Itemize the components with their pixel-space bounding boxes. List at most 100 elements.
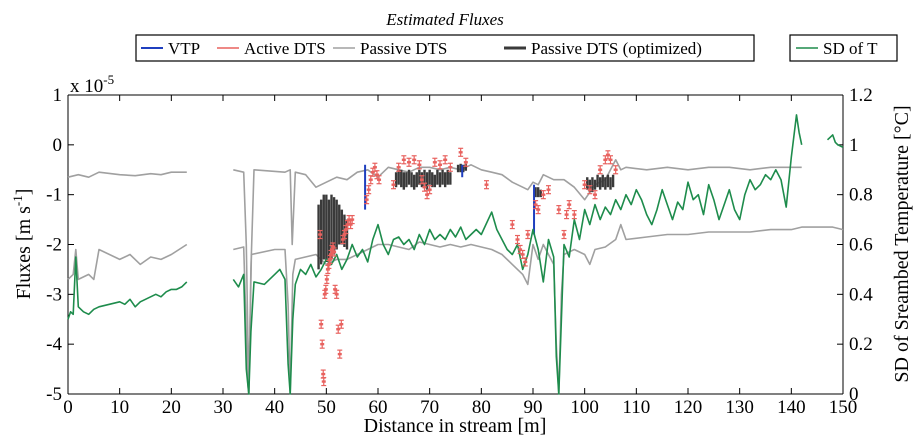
active-dts-point (321, 376, 327, 387)
active-dts-point (520, 249, 526, 260)
active-dts-point (391, 180, 396, 190)
legend-main: VTP Active DTS Passive DTS Passive DTS (… (135, 34, 755, 62)
active-dts-point (597, 165, 603, 175)
active-dts-point (416, 160, 422, 170)
active-dts-point (411, 155, 417, 165)
active-dts-point (515, 234, 520, 245)
active-dts-point (602, 155, 608, 165)
active-dts-point (522, 257, 528, 267)
passive-dts-lower-line (67, 243, 188, 281)
active-dts-point (458, 147, 464, 157)
active-dts-point (587, 185, 593, 195)
x-tick-label: 140 (777, 397, 806, 418)
y-left-tick-label: -1 (46, 185, 62, 206)
x-tick-label: 130 (725, 397, 754, 418)
y-left-tick-label: -3 (46, 284, 62, 305)
sd-of-t-line (826, 134, 844, 149)
legend-sd: SD of T (789, 34, 898, 62)
x-tick-label: 50 (317, 397, 336, 418)
x-axis-label: Distance in stream [m] (364, 415, 547, 437)
active-dts-point (484, 180, 489, 190)
axes-frame (67, 94, 844, 395)
active-dts-point (432, 157, 438, 167)
active-dts-point (325, 264, 331, 275)
active-dts-point (427, 185, 433, 195)
sd-of-t-line (232, 114, 803, 395)
active-dts-point (608, 155, 613, 165)
active-dts-point (447, 162, 453, 172)
active-dts-point (366, 185, 372, 195)
x-tick-label: 90 (524, 397, 543, 418)
active-dts-point (401, 155, 407, 165)
x-tick-label: 70 (420, 397, 439, 418)
active-dts-point (322, 289, 328, 299)
active-dts-point (323, 284, 329, 294)
x-tick-label: 20 (162, 397, 181, 418)
active-dts-point (376, 175, 382, 185)
tick-labels: 0 10 20 30 40 50 60 70 80 90 100 110 120 130 140 15010-… (46, 85, 873, 418)
tick-marks (67, 94, 844, 395)
active-dts-point (334, 289, 340, 299)
active-dts-point (349, 214, 355, 225)
active-dts-point (564, 210, 570, 220)
y-right-tick-label: 0 (849, 384, 859, 405)
x-tick-label: 10 (110, 397, 129, 418)
x-tick-label: 80 (472, 397, 491, 418)
plot-area (67, 114, 844, 395)
active-dts-point (571, 210, 577, 220)
y-left-tick-label: 0 (53, 135, 63, 156)
active-dts-point (318, 319, 324, 329)
legend-label-sd: SD of T (823, 39, 878, 58)
x-tick-label: 30 (214, 397, 233, 418)
active-dts-point (535, 205, 541, 215)
active-dts-point (319, 339, 325, 349)
left-axis-multiplier: x 10-5 (70, 72, 114, 97)
y-right-tick-label: 1 (849, 135, 859, 156)
active-dts-point (525, 229, 531, 240)
legend-label-active: Active DTS (244, 39, 326, 58)
active-dts-point (540, 190, 546, 200)
y-right-tick-label: 0.6 (849, 235, 873, 256)
passive-dts-upper-line (67, 171, 187, 178)
y-left-tick-label: -2 (46, 235, 62, 256)
active-dts-point (396, 162, 402, 172)
x-tick-label: 40 (265, 397, 284, 418)
active-dts-point (324, 274, 330, 284)
active-dts-point (546, 185, 551, 195)
x-tick-label: 100 (570, 397, 599, 418)
active-dts-point (320, 369, 326, 379)
y-right-tick-label: 0.4 (849, 284, 873, 305)
active-dts-point (437, 160, 443, 170)
x-tick-label: 150 (829, 397, 858, 418)
active-dts-point (561, 229, 567, 240)
active-dts-point (605, 150, 611, 160)
active-dts-point (442, 155, 448, 165)
active-dts-point (331, 247, 337, 257)
passive-dts-upper-line (233, 159, 802, 395)
y-axis-right-label: SD of Sreambed Temperature [°C] (891, 105, 913, 382)
active-dts-point (364, 195, 370, 205)
active-dts-point (592, 190, 598, 200)
active-dts-point (613, 165, 619, 175)
active-dts-point (424, 190, 430, 200)
active-dts-point (463, 157, 469, 167)
chart-title: Estimated Fluxes (385, 10, 504, 29)
x-tick-label: 120 (674, 397, 703, 418)
active-dts-point (368, 175, 374, 185)
active-dts-point (582, 180, 588, 190)
active-dts-point (566, 200, 572, 210)
y-right-tick-label: 0.8 (849, 185, 873, 206)
active-dts-point (556, 205, 562, 215)
active-dts-point (317, 229, 323, 240)
sd-of-t-line (67, 256, 188, 320)
x-tick-label: 60 (369, 397, 388, 418)
x-tick-label: 0 (63, 397, 73, 418)
y-left-tick-label: -4 (46, 334, 62, 355)
y-axis-left-label: Fluxes [m s-1] (10, 189, 35, 300)
y-left-tick-label: 1 (53, 85, 63, 106)
active-dts-point (509, 219, 515, 230)
active-dts-point (406, 157, 412, 167)
y-right-tick-label: 1.2 (849, 85, 873, 106)
y-right-tick-label: 0.2 (849, 334, 873, 355)
